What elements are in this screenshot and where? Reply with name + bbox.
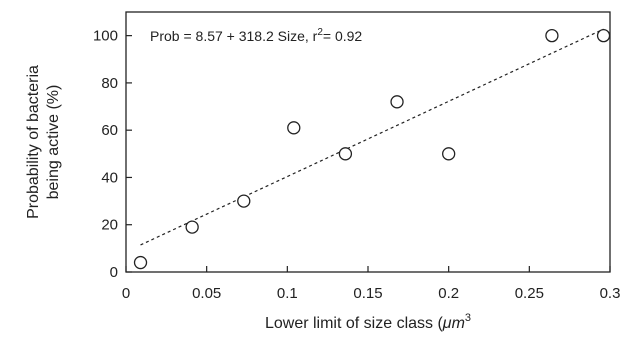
data-point	[237, 194, 251, 208]
x-axis-title: Lower limit of size class (μm3	[265, 312, 471, 332]
x-tick-label: 0.25	[515, 285, 544, 302]
plot-frame	[125, 11, 611, 273]
y-axis-title-line1: Probability of bacteria	[25, 65, 42, 219]
y-axis: 0 20 40 60 80 100	[93, 28, 132, 281]
plot-area	[125, 11, 611, 273]
y-axis-title-line2: being active (%)	[45, 85, 62, 200]
data-point	[442, 147, 456, 161]
x-tick-label: 0.05	[192, 285, 221, 302]
x-axis: 0 0.05 0.1 0.15 0.2 0.25 0.3	[122, 266, 621, 302]
regression-line	[140, 28, 604, 246]
data-point	[185, 220, 199, 234]
data-point	[545, 28, 559, 43]
data-point	[390, 95, 404, 109]
y-tick-label: 40	[101, 169, 118, 186]
x-tick-label: 0	[122, 285, 130, 302]
x-tick-label: 0.3	[600, 285, 621, 302]
y-tick-label: 60	[101, 122, 118, 139]
y-tick-label: 0	[110, 264, 118, 281]
x-tick-label: 0.15	[353, 285, 382, 302]
y-tick-label: 20	[101, 217, 118, 234]
y-tick-label: 80	[101, 75, 118, 92]
y-tick-label: 100	[93, 28, 118, 45]
data-point	[338, 147, 353, 161]
x-tick-label: 0.1	[277, 285, 298, 302]
x-tick-label: 0.2	[438, 285, 459, 302]
data-point	[133, 255, 148, 270]
y-axis-title: Probability of bacteria being active (%)	[25, 65, 62, 219]
data-point	[287, 121, 301, 135]
data-points	[133, 28, 611, 270]
regression-annotation: Prob = 8.57 + 318.2 Size, r2= 0.92	[150, 27, 362, 44]
data-point	[596, 28, 611, 43]
